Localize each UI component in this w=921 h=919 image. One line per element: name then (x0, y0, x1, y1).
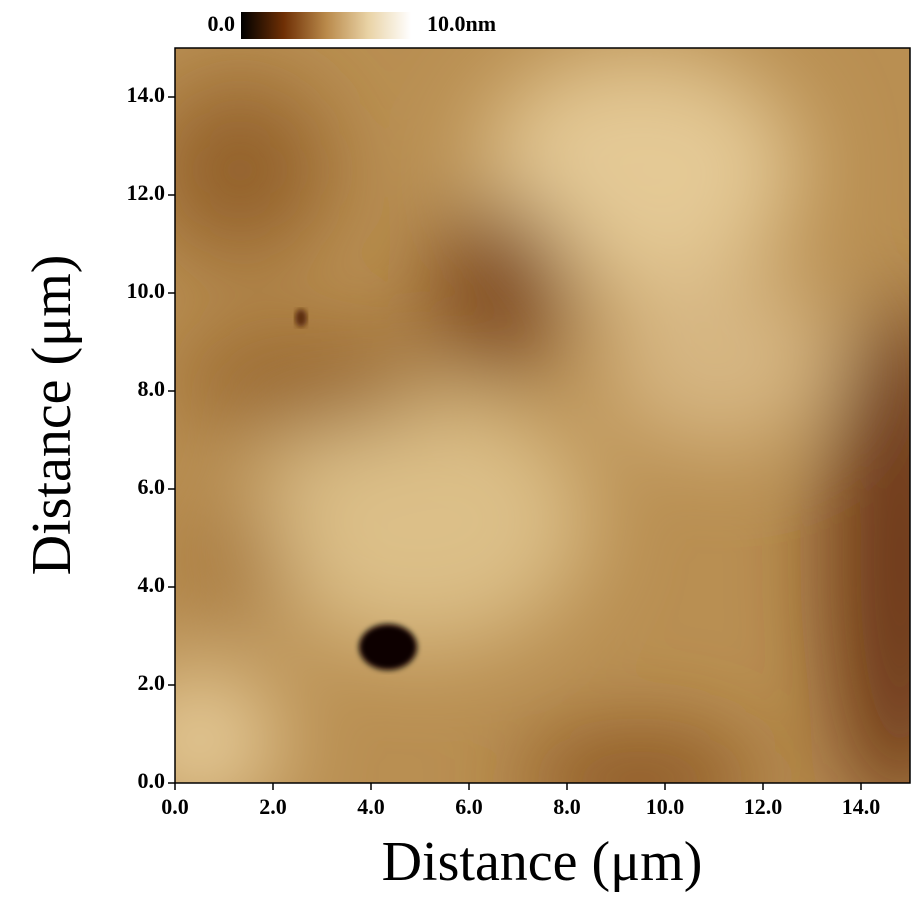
x-axis-label: Distance (μm) (382, 831, 703, 893)
y-tick-label: 12.0 (127, 180, 166, 205)
colorbar-label: 10.0nm (427, 11, 496, 36)
x-tick-label: 6.0 (455, 794, 483, 819)
y-tick-label: 0.0 (138, 768, 166, 793)
colorbar-label: 0.0 (208, 11, 236, 36)
x-tick-label: 14.0 (842, 794, 881, 819)
y-tick-label: 14.0 (127, 82, 166, 107)
y-tick-label: 8.0 (138, 376, 166, 401)
x-tick-label: 12.0 (744, 794, 783, 819)
y-tick-label: 10.0 (127, 278, 166, 303)
x-tick-label: 8.0 (553, 794, 581, 819)
x-tick-label: 10.0 (646, 794, 685, 819)
y-tick-label: 6.0 (138, 474, 166, 499)
colorbar (241, 12, 411, 39)
y-tick-label: 4.0 (138, 572, 166, 597)
y-tick-label: 2.0 (138, 670, 166, 695)
x-tick-label: 2.0 (259, 794, 287, 819)
afm-image (175, 48, 910, 783)
x-tick-label: 4.0 (357, 794, 385, 819)
x-tick-label: 0.0 (161, 794, 189, 819)
y-axis-label: Distance (μm) (21, 255, 83, 576)
plot-frame (174, 47, 911, 784)
